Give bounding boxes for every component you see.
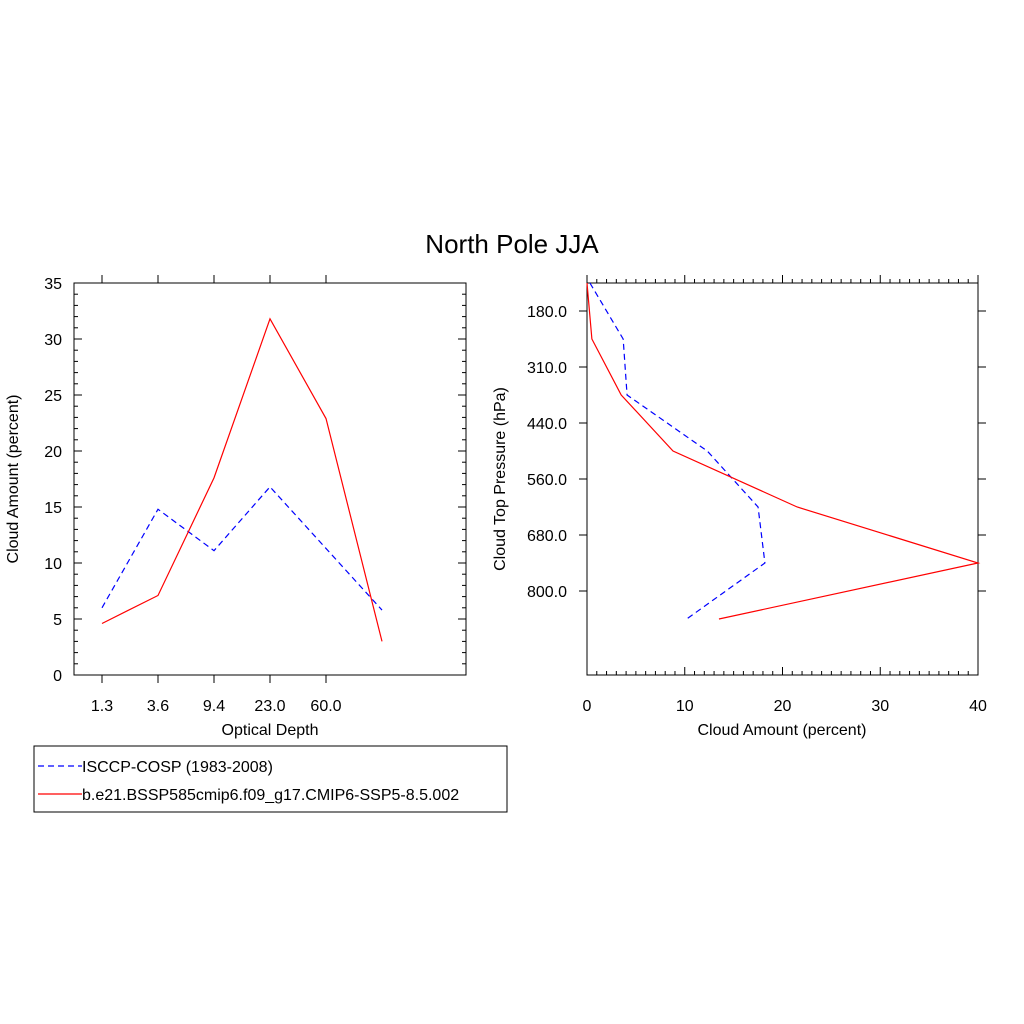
legend: ISCCP-COSP (1983-2008) b.e21.BSSP585cmip… <box>33 745 508 813</box>
right-x-tick-label: 20 <box>774 698 792 715</box>
right-x-axis-label: Cloud Amount (percent) <box>698 722 867 739</box>
right-y-tick-label: 180.0 <box>527 304 567 321</box>
left-x-tick-label: 1.3 <box>91 698 113 715</box>
left-plot-frame <box>73 282 467 676</box>
left-y-tick-label: 30 <box>44 332 62 349</box>
right-plot-frame <box>586 282 979 676</box>
right-y-axis-label: Cloud Top Pressure (hPa) <box>492 387 509 571</box>
left-y-tick-label: 20 <box>44 444 62 461</box>
right-y-tick-label: 680.0 <box>527 528 567 545</box>
left-obs-line <box>101 485 383 611</box>
left-x-tick-label: 9.4 <box>203 698 225 715</box>
right-y-tick-label: 560.0 <box>527 472 567 489</box>
left-series <box>101 317 383 642</box>
right-y-tick-label: 800.0 <box>527 584 567 601</box>
left-y-tick-label: 5 <box>53 612 62 629</box>
left-model-line <box>101 317 383 642</box>
right-x-tick-label: 10 <box>676 698 694 715</box>
left-panel: 0 5 10 15 20 25 30 35 1.3 3.6 9.4 23.0 60.0 Optical … <box>5 275 467 739</box>
legend-obs-label: ISCCP-COSP (1983-2008) <box>82 759 273 776</box>
right-model-line <box>586 282 981 620</box>
left-y-tick-label: 15 <box>44 500 62 517</box>
right-x-tick-label: 0 <box>583 698 592 715</box>
legend-model-label: b.e21.BSSP585cmip6.f09_g17.CMIP6-SSP5-8.… <box>82 787 459 804</box>
left-y-tick-label: 10 <box>44 556 62 573</box>
left-y-tick-label: 35 <box>44 276 62 293</box>
legend-box <box>33 745 508 813</box>
right-obs-line <box>589 282 766 620</box>
left-y-tick-label: 0 <box>53 668 62 685</box>
left-ticks: 0 5 10 15 20 25 30 35 1.3 3.6 9.4 23.0 60.0 <box>44 275 466 715</box>
left-x-tick-label: 3.6 <box>147 698 169 715</box>
left-y-tick-label: 25 <box>44 388 62 405</box>
left-x-tick-label: 23.0 <box>254 698 285 715</box>
right-series <box>586 282 981 620</box>
left-x-axis-label: Optical Depth <box>222 722 319 739</box>
right-panel: 0 10 20 30 40180.0310.0440.0560.0680.0800.0 … <box>492 275 987 739</box>
left-y-axis-label: Cloud Amount (percent) <box>5 395 22 564</box>
right-y-tick-label: 440.0 <box>527 416 567 433</box>
right-y-tick-label: 310.0 <box>527 360 567 377</box>
chart-title: North Pole JJA <box>425 229 599 259</box>
right-x-tick-label: 30 <box>871 698 889 715</box>
right-x-tick-label: 40 <box>969 698 987 715</box>
left-x-tick-label: 60.0 <box>310 698 341 715</box>
right-ticks: 0 10 20 30 40 180.0 310.0 440.0 560.0 680.0 800.0 <box>527 275 987 715</box>
